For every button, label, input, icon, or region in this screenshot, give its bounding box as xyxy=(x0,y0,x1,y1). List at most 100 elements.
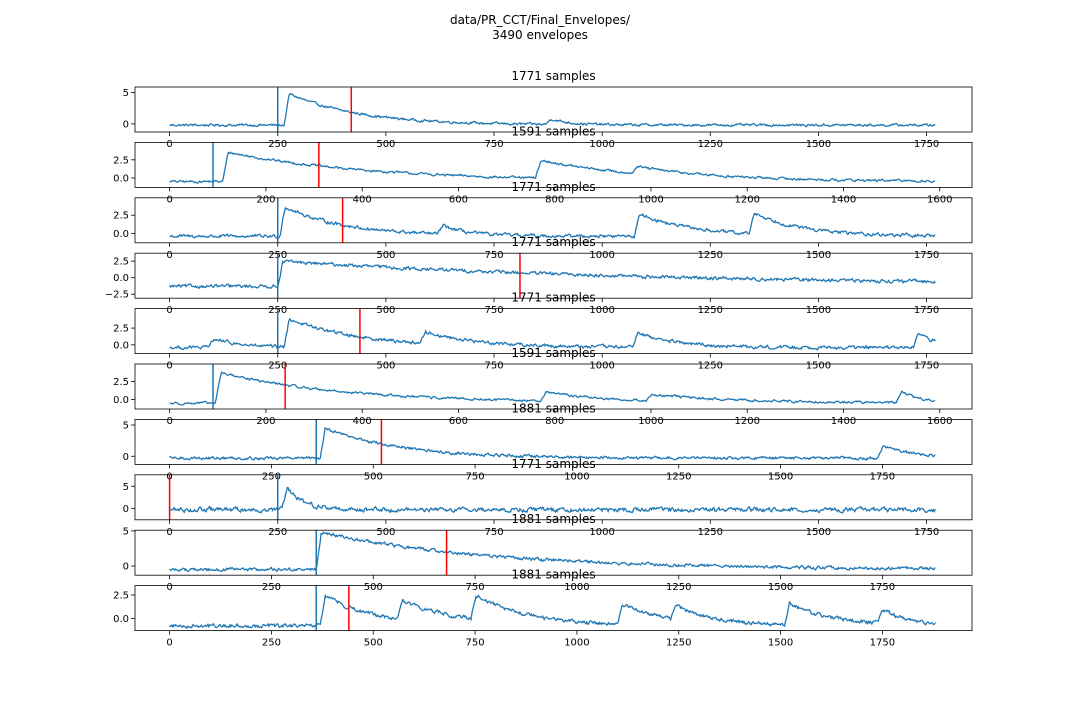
xtick-label: 600 xyxy=(449,194,468,205)
subplot-4: 1771 samples−2.50.02.5025050075010001250… xyxy=(105,235,973,316)
xtick-label: 500 xyxy=(364,471,383,482)
ytick-label: 0.0 xyxy=(113,229,129,240)
ytick-label: 5 xyxy=(123,526,129,537)
xtick-label: 500 xyxy=(376,527,395,538)
xtick-label: 250 xyxy=(262,638,281,649)
envelope-trace xyxy=(169,151,936,184)
ytick-label: 0 xyxy=(123,562,129,573)
suptitle-line1: data/PR_CCT/Final_Envelopes/ xyxy=(450,13,631,27)
xtick-label: 1000 xyxy=(638,194,663,205)
envelope-trace xyxy=(169,206,936,240)
xtick-label: 0 xyxy=(166,361,172,372)
subplot-title: 1771 samples xyxy=(511,69,595,83)
xtick-label: 750 xyxy=(484,361,503,372)
ytick-label: 5 xyxy=(123,421,129,432)
envelope-trace xyxy=(169,371,936,406)
xtick-label: 250 xyxy=(268,139,287,150)
subplot-10: 1881 samples 0.0 2.5 0 250 500 750 1000 1250 1500… xyxy=(113,568,973,649)
subplot-3: 1771 samples0.02.50250500750100012501500… xyxy=(113,180,973,261)
ytick-label: 0.0 xyxy=(113,614,129,625)
xtick-label: 1500 xyxy=(806,305,831,316)
axes-frame xyxy=(134,308,973,355)
ytick-label: 5 xyxy=(123,482,129,493)
xtick-label: 250 xyxy=(262,582,281,593)
xtick-label: 200 xyxy=(256,416,275,427)
xtick-label: 1250 xyxy=(666,638,691,649)
xtick-label: 200 xyxy=(256,194,275,205)
ytick-label: 2.5 xyxy=(113,377,129,388)
xtick-label: 1000 xyxy=(638,416,663,427)
xtick-label: 0 xyxy=(166,527,172,538)
axes-frame xyxy=(134,86,973,133)
envelope-trace xyxy=(169,317,936,351)
xtick-label: 500 xyxy=(376,305,395,316)
suptitle-line2: 3490 envelopes xyxy=(492,28,588,42)
subplot-title: 1591 samples xyxy=(511,346,595,360)
axes-frame xyxy=(134,252,973,299)
subplot-title: 1771 samples xyxy=(511,291,595,305)
xtick-label: 1000 xyxy=(589,139,614,150)
subplot-8: 1771 samples 0 5 0 250 500 750 1000 1250 1500 1750 xyxy=(123,457,973,538)
ytick-label: 2.5 xyxy=(113,324,129,335)
xtick-label: 1500 xyxy=(806,139,831,150)
xtick-label: 250 xyxy=(268,527,287,538)
subplot-1: 1771 samples 0 5 0 250 500 750 1000 1250 1500 1750 xyxy=(123,69,973,150)
envelope-trace xyxy=(169,486,936,514)
ytick-label: 2.5 xyxy=(113,590,129,601)
xtick-label: 750 xyxy=(484,305,503,316)
axes-frame xyxy=(134,197,973,244)
xtick-label: 0 xyxy=(166,416,172,427)
xtick-label: 1600 xyxy=(927,194,952,205)
xtick-label: 1400 xyxy=(831,194,856,205)
xtick-label: 1500 xyxy=(806,250,831,261)
envelope-trace xyxy=(169,531,936,573)
xtick-label: 250 xyxy=(262,471,281,482)
ytick-label: 2.5 xyxy=(113,155,129,166)
xtick-label: 1000 xyxy=(589,250,614,261)
axes-frame xyxy=(134,363,973,410)
xtick-label: 1750 xyxy=(914,527,939,538)
subplot-title: 1881 samples xyxy=(511,401,595,415)
xtick-label: 1400 xyxy=(831,416,856,427)
xtick-label: 0 xyxy=(166,305,172,316)
xtick-label: 0 xyxy=(166,139,172,150)
xtick-label: 800 xyxy=(545,194,564,205)
ytick-label: 0.0 xyxy=(113,273,129,284)
xtick-label: 500 xyxy=(376,250,395,261)
ytick-label: 0 xyxy=(123,452,129,463)
ytick-label: 0.0 xyxy=(113,340,129,351)
xtick-label: 800 xyxy=(545,416,564,427)
xtick-label: 1250 xyxy=(698,305,723,316)
envelope-trace xyxy=(169,92,936,128)
xtick-label: 1600 xyxy=(927,416,952,427)
ytick-label: 5 xyxy=(123,88,129,99)
xtick-label: 1200 xyxy=(735,416,760,427)
xtick-label: 500 xyxy=(364,582,383,593)
xtick-label: 1750 xyxy=(914,361,939,372)
xtick-label: 1750 xyxy=(914,250,939,261)
xtick-label: 1750 xyxy=(914,139,939,150)
xtick-label: 1000 xyxy=(589,527,614,538)
xtick-label: 1000 xyxy=(589,305,614,316)
ytick-label: 0 xyxy=(123,119,129,130)
xtick-label: 1250 xyxy=(698,361,723,372)
xtick-label: 500 xyxy=(364,638,383,649)
ytick-label: 0.0 xyxy=(113,173,129,184)
axes-frame xyxy=(134,529,973,576)
xtick-label: 750 xyxy=(484,250,503,261)
xtick-label: 500 xyxy=(376,361,395,372)
subplot-7: 1881 samples 0 5 0 250 500 750 1000 1250 1500 1750 xyxy=(123,401,973,482)
xtick-label: 1000 xyxy=(564,471,589,482)
axes-frame xyxy=(134,418,973,465)
xtick-label: 1000 xyxy=(589,361,614,372)
ytick-label: 2.5 xyxy=(113,257,129,268)
subplot-title: 1771 samples xyxy=(511,235,595,249)
xtick-label: 1250 xyxy=(666,582,691,593)
xtick-label: 1750 xyxy=(870,471,895,482)
xtick-label: 0 xyxy=(166,250,172,261)
xtick-label: 1750 xyxy=(914,305,939,316)
subplot-title: 1881 samples xyxy=(511,568,595,582)
xtick-label: 1750 xyxy=(870,582,895,593)
xtick-label: 0 xyxy=(166,638,172,649)
